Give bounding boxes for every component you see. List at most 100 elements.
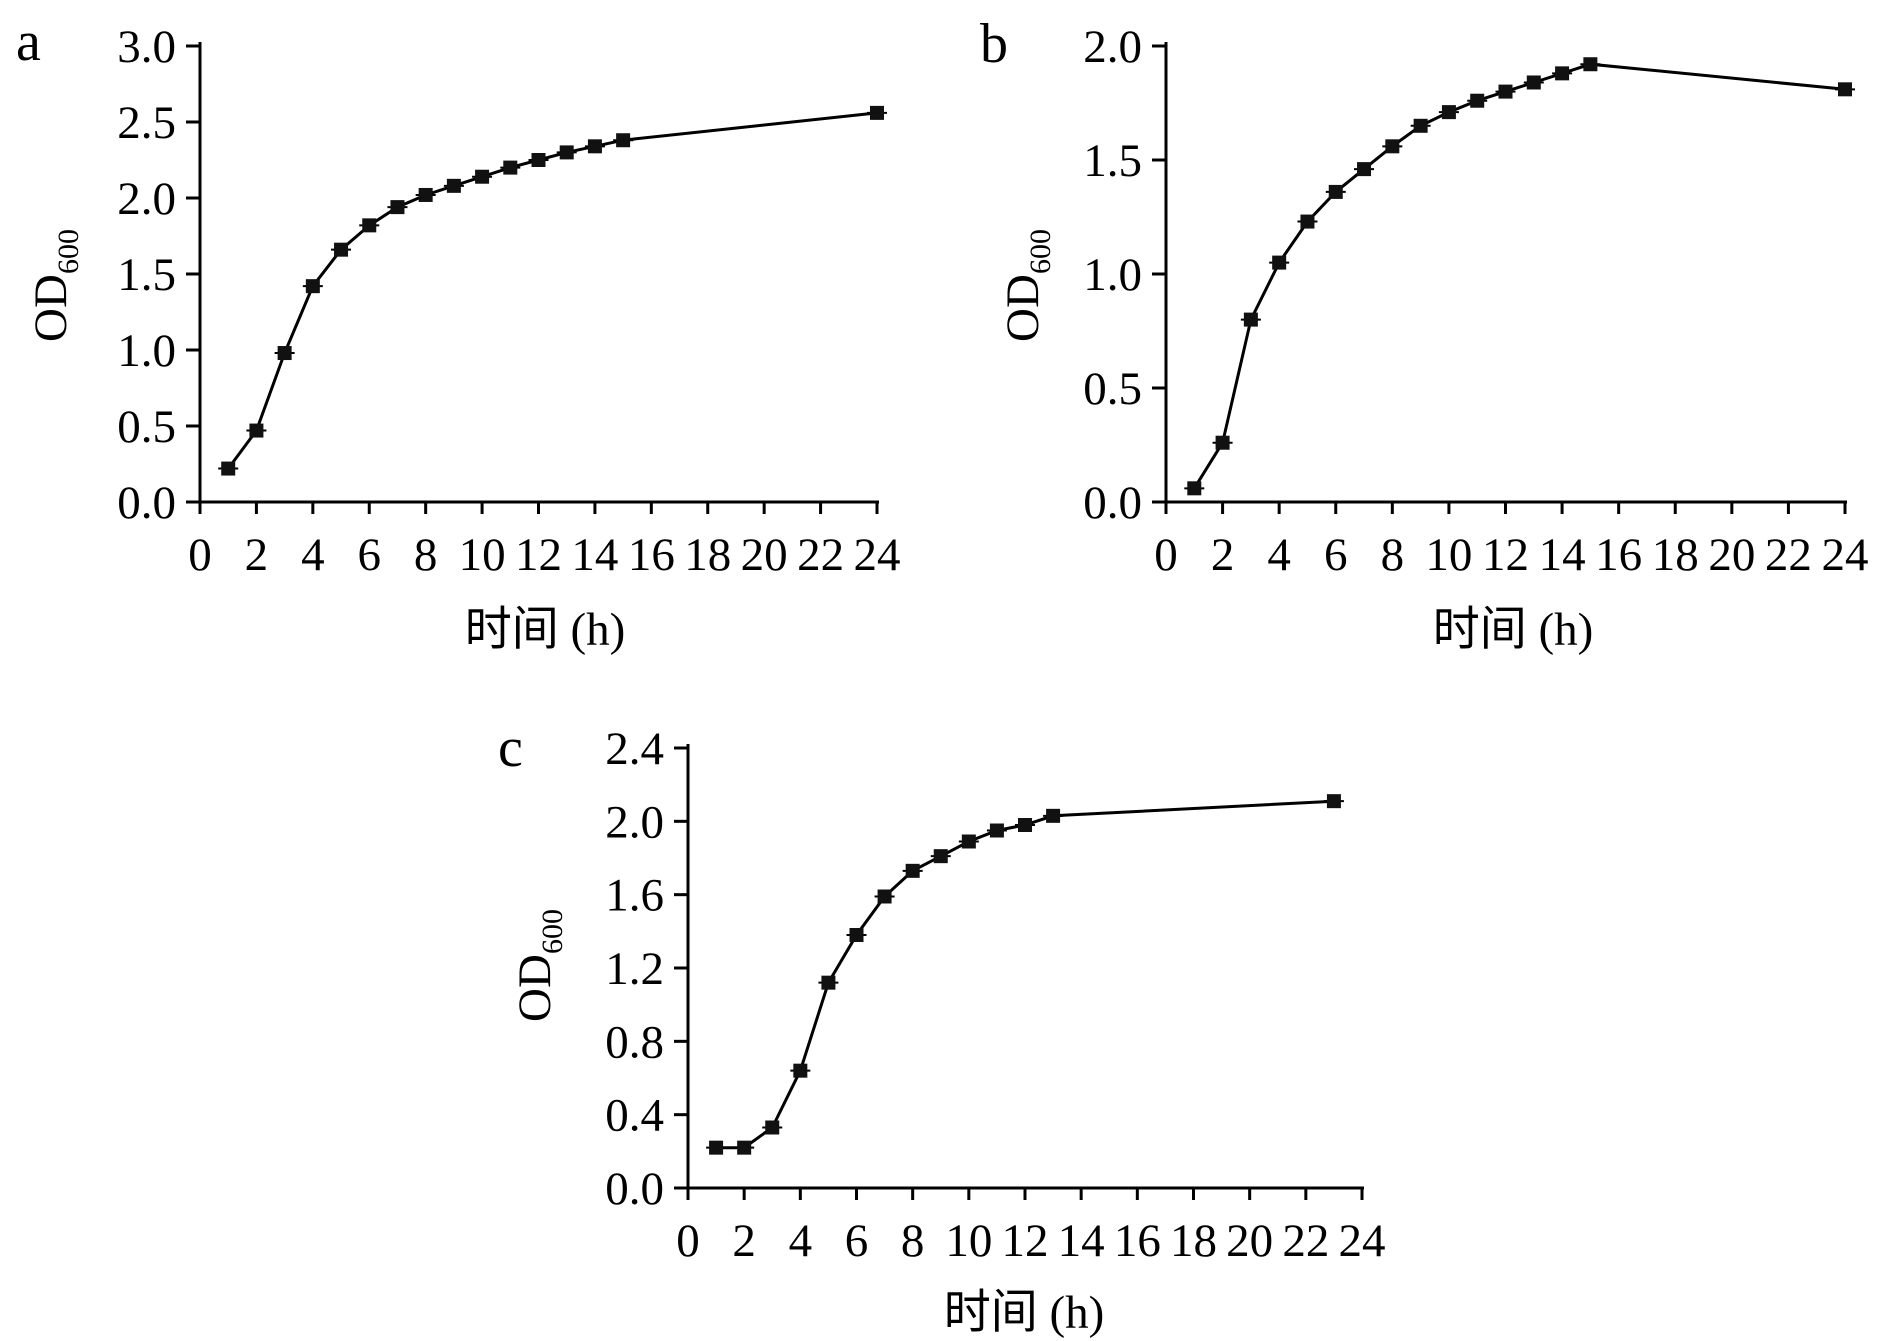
data-point-marker: [870, 105, 884, 120]
data-point-marker: [1328, 184, 1343, 199]
x-tick-label: 6: [845, 1215, 869, 1267]
y-tick-label: 2.0: [117, 173, 176, 225]
data-point-marker: [1470, 93, 1485, 108]
data-point-marker: [737, 1140, 752, 1155]
data-point-marker: [362, 218, 377, 233]
x-tick-label: 18: [1170, 1215, 1217, 1267]
x-tick-label: 22: [1282, 1215, 1329, 1267]
data-point-marker: [821, 975, 836, 990]
panel-letter: a: [16, 11, 41, 73]
data-point-marker: [1243, 312, 1258, 327]
data-point-marker: [933, 849, 948, 864]
x-tick-label: 4: [789, 1215, 813, 1267]
x-tick-label: 24: [1822, 529, 1869, 581]
x-axis-title: 时间 (h): [944, 1287, 1105, 1339]
x-tick-label: 0: [676, 1215, 700, 1267]
data-point-marker: [1413, 118, 1428, 133]
x-tick-label: 6: [358, 529, 382, 581]
data-point-marker: [305, 279, 320, 294]
data-point-marker: [709, 1140, 724, 1155]
data-point-marker: [531, 153, 546, 167]
data-point-marker: [221, 461, 236, 476]
y-tick-label: 0.5: [117, 401, 176, 453]
x-tick-label: 10: [1425, 529, 1472, 581]
data-point-marker: [1326, 794, 1341, 809]
x-tick-label: 0: [188, 529, 212, 581]
x-tick-label: 12: [1002, 1215, 1049, 1267]
x-tick-label: 4: [301, 529, 325, 581]
data-point-marker: [249, 423, 264, 438]
x-tick-label: 16: [1595, 529, 1642, 581]
data-point-marker: [1583, 57, 1598, 72]
x-tick-label: 2: [1211, 529, 1235, 581]
data-point-marker: [793, 1063, 808, 1078]
y-axis-title-subscript: 600: [1024, 229, 1057, 274]
panel-b-chart: b0.00.51.01.52.00 2 4 6 8 10 12 14 16 18 20 22 24时间 …: [980, 13, 1869, 656]
x-tick-label: 20: [741, 529, 788, 581]
x-tick-label: 2: [732, 1215, 756, 1267]
x-tick-label: 2: [245, 529, 269, 581]
data-point-marker: [1555, 66, 1570, 81]
x-tick-label: 12: [1482, 529, 1529, 581]
y-tick-label: 0.8: [605, 1016, 664, 1068]
y-tick-label: 2.5: [117, 97, 176, 149]
panel-letter: c: [498, 717, 523, 779]
x-tick-label: 8: [1381, 529, 1405, 581]
data-point-marker: [1300, 214, 1315, 229]
data-point-marker: [559, 145, 574, 160]
y-tick-label: 2.0: [605, 796, 664, 848]
data-point-marker: [587, 139, 602, 154]
y-tick-label: 0.0: [117, 477, 176, 529]
series-line: [716, 799, 1334, 1150]
data-point-marker: [1272, 255, 1287, 270]
data-point-marker: [989, 823, 1004, 838]
data-point-marker: [1526, 75, 1541, 90]
data-point-marker: [1838, 82, 1852, 97]
data-point-marker: [765, 1120, 780, 1135]
panel-a-chart: a0.00.51.01.52.02.53.00 2 4 6 8 10 12 14 16 18 20 2…: [16, 11, 901, 656]
data-point-marker: [1498, 84, 1513, 99]
data-point-marker: [418, 187, 433, 202]
data-point-marker: [1441, 105, 1456, 120]
x-tick-label: 8: [414, 529, 438, 581]
x-tick-label: 16: [628, 529, 675, 581]
x-tick-label: 20: [1226, 1215, 1273, 1267]
data-point-marker: [334, 242, 349, 257]
data-point-marker: [1187, 481, 1202, 496]
data-point-marker: [1385, 139, 1400, 154]
x-tick-label: 18: [684, 529, 731, 581]
x-tick-label: 10: [945, 1215, 992, 1267]
y-axis-title-subscript: 600: [52, 229, 85, 274]
y-tick-label: 3.0: [117, 21, 176, 73]
data-point-marker: [1046, 808, 1061, 823]
data-point-marker: [277, 346, 292, 361]
x-tick-label: 20: [1708, 529, 1755, 581]
y-tick-label: 1.5: [1083, 135, 1142, 187]
data-point-marker: [905, 863, 920, 878]
data-point-marker: [961, 834, 976, 849]
x-tick-label: 14: [1539, 529, 1586, 581]
panel-c-chart: c0.00.40.81.21.62.02.40 2 4 6 8 10 12 14 16 18 20 2…: [498, 717, 1386, 1339]
data-point-marker: [446, 178, 461, 193]
x-axis-title: 时间 (h): [1433, 604, 1594, 656]
x-tick-label: 12: [515, 529, 562, 581]
x-tick-label: 0: [1154, 529, 1178, 581]
x-tick-label: 14: [571, 529, 618, 581]
x-axis-title: 时间 (h): [465, 604, 626, 656]
x-tick-label: 18: [1652, 529, 1699, 581]
y-tick-label: 2.4: [605, 723, 664, 775]
y-tick-label: 1.0: [117, 325, 176, 377]
data-point-marker: [1018, 818, 1032, 832]
y-tick-label: 0.4: [605, 1090, 664, 1142]
x-tick-label: 14: [1058, 1215, 1105, 1267]
y-tick-label: 2.0: [1083, 21, 1142, 73]
y-axis-title-main: OD: [25, 274, 77, 342]
data-point-marker: [1357, 162, 1372, 177]
y-axis-title-subscript: 600: [536, 909, 569, 954]
x-tick-label: 16: [1114, 1215, 1161, 1267]
y-tick-label: 1.5: [117, 249, 176, 301]
y-axis-title-main: OD: [997, 274, 1049, 342]
